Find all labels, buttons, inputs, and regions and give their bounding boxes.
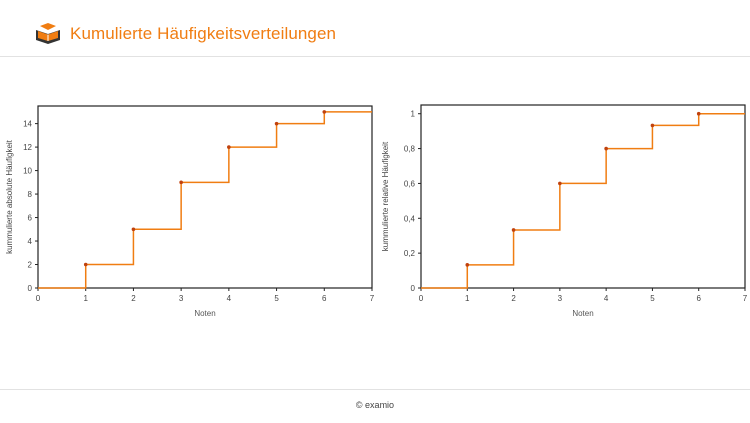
data-point [83, 262, 88, 267]
y-axis-label: kummulierte absolute Häufigkeit [5, 139, 14, 254]
x-tick-label: 2 [511, 294, 516, 303]
x-tick-label: 4 [227, 294, 232, 303]
x-axis-label: Noten [194, 309, 215, 318]
data-point [696, 111, 701, 116]
x-tick-label: 1 [465, 294, 470, 303]
y-tick-label: 1 [411, 110, 416, 119]
data-point [604, 146, 608, 151]
data-point [227, 145, 231, 149]
data-point [274, 121, 279, 126]
y-tick-label: 0 [28, 284, 33, 293]
y-tick-label: 14 [23, 120, 32, 129]
x-axis-label: Noten [572, 309, 593, 318]
y-tick-label: 0,4 [404, 214, 416, 223]
x-tick-label: 2 [131, 294, 136, 303]
y-tick-label: 0 [411, 284, 416, 293]
y-tick-label: 2 [28, 261, 33, 270]
x-tick-label: 1 [83, 294, 88, 303]
x-tick-label: 6 [696, 294, 701, 303]
x-tick-label: 0 [36, 294, 41, 303]
step-line [38, 111, 372, 289]
copyright-text: © examio [355, 400, 395, 410]
footer: © examio [0, 389, 750, 423]
data-point [179, 180, 183, 185]
data-point [465, 263, 470, 267]
book-logo-icon [36, 23, 60, 44]
x-tick-label: 0 [419, 294, 424, 303]
y-tick-label: 8 [28, 190, 33, 199]
y-tick-label: 12 [23, 143, 32, 152]
x-tick-label: 3 [558, 294, 563, 303]
data-point [322, 110, 327, 114]
page-title: Kumulierte Häufigkeitsverteilungen [70, 24, 337, 43]
y-tick-label: 4 [28, 237, 33, 246]
y-tick-label: 10 [23, 167, 32, 176]
data-point [511, 228, 516, 232]
y-axis-label: kummulierte relative Häufigkeit [381, 141, 390, 251]
header: Kumulierte Häufigkeitsverteilungen [0, 0, 750, 57]
x-tick-label: 6 [322, 294, 327, 303]
y-tick-label: 0,2 [404, 249, 416, 258]
x-tick-label: 7 [370, 294, 375, 303]
data-point [650, 123, 655, 128]
step-line [421, 112, 745, 289]
x-tick-label: 7 [743, 294, 748, 303]
plot-frame [37, 105, 373, 289]
y-tick-label: 6 [28, 214, 33, 223]
plot-frame [420, 104, 746, 289]
data-point [558, 181, 562, 186]
x-tick-label: 3 [179, 294, 184, 303]
y-tick-label: 0,8 [404, 145, 416, 154]
data-point [131, 227, 136, 232]
x-tick-label: 5 [274, 294, 279, 303]
x-tick-label: 5 [650, 294, 655, 303]
x-tick-label: 4 [604, 294, 609, 303]
y-tick-label: 0,6 [404, 179, 416, 188]
